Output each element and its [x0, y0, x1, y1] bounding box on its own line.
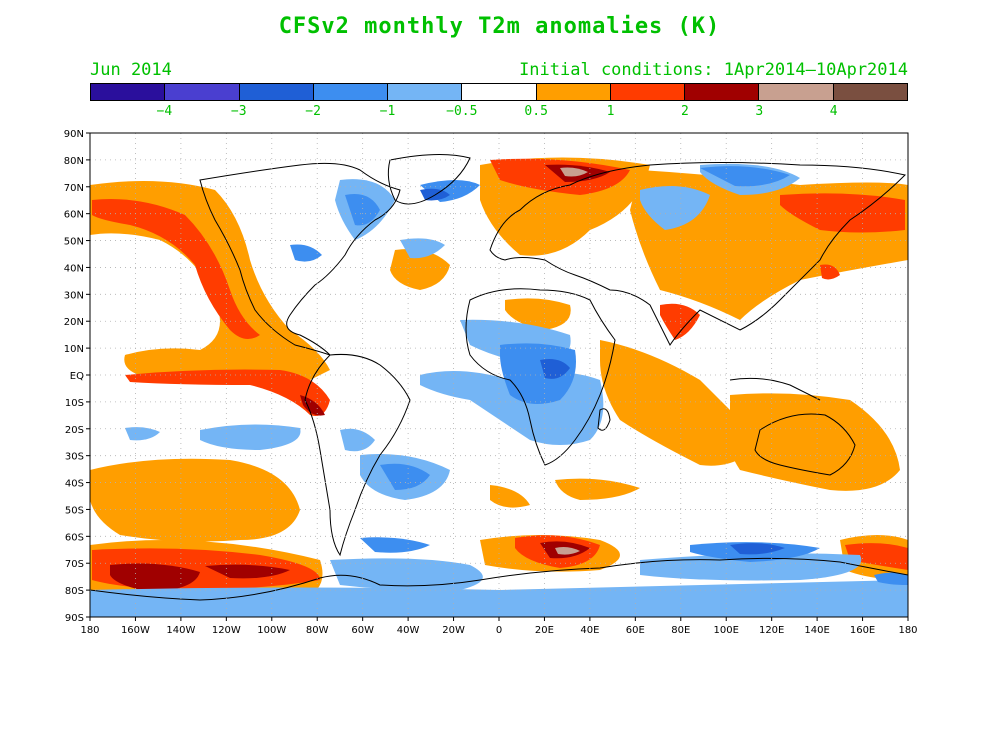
forecast-month: Jun 2014	[90, 60, 172, 80]
lon-label: 80E	[671, 625, 690, 636]
lon-label: 40E	[580, 625, 599, 636]
lon-label: 0	[496, 625, 502, 636]
anomaly-fields	[90, 157, 908, 617]
strong-cool-anomaly-layer	[290, 166, 908, 585]
continent-outlines	[90, 153, 908, 601]
very-strong-warm-anomaly-layer	[110, 164, 610, 592]
indonesia-outline	[729, 377, 821, 401]
colorbar-label: −1	[379, 104, 396, 119]
colorbar-segment	[388, 84, 463, 100]
colorbar-segment	[685, 84, 760, 100]
colorbar-segment	[165, 84, 240, 100]
colorbar-label: −4	[156, 104, 173, 119]
lat-label: 70N	[64, 183, 84, 194]
colorbar	[90, 83, 908, 101]
colorbar-label: 4	[829, 104, 838, 119]
lon-label: 120W	[212, 625, 241, 636]
colorbar-segment	[313, 84, 389, 100]
lat-label: 70S	[65, 559, 84, 570]
colorbar-segment	[759, 84, 834, 100]
lon-label: 20E	[535, 625, 554, 636]
colorbar-segment	[462, 84, 537, 100]
lat-label: 80N	[64, 156, 84, 167]
lon-label: 100W	[257, 625, 286, 636]
extreme-warm-anomaly-layer	[555, 167, 588, 555]
lat-label: 10N	[64, 344, 84, 355]
europe-asia-outline	[489, 162, 906, 346]
lat-label: 90S	[65, 613, 84, 624]
lat-label: 80S	[65, 586, 84, 597]
lat-label: 60N	[64, 210, 84, 221]
lon-label: 40W	[397, 625, 420, 636]
lon-label: 60E	[626, 625, 645, 636]
very-strong-cool-anomaly-layer	[420, 188, 785, 555]
madagascar-outline	[597, 408, 611, 431]
lat-label: 10S	[65, 398, 84, 409]
latitude-axis: 90N 80N 70N 60N 50N 40N 30N 20N 10N EQ 10S 20S 30S 40…	[64, 129, 90, 624]
lat-label: 30S	[65, 452, 84, 463]
colorbar-label: −0.5	[446, 104, 478, 119]
colorbar-segment	[91, 84, 166, 100]
lon-label: 160W	[121, 625, 150, 636]
lon-label: 160E	[850, 625, 875, 636]
lat-label: 90N	[64, 129, 84, 140]
colorbar-segment	[536, 84, 611, 100]
greenland-outline	[387, 153, 471, 205]
lon-label: 120E	[759, 625, 784, 636]
colorbar-label: 3	[755, 104, 764, 119]
colorbar-label: 1	[606, 104, 615, 119]
lat-label: 40S	[65, 479, 84, 490]
longitude-axis: 180 160W 140W 120W 100W 80W 60W 40W 20W 0 20E 40E 60…	[80, 617, 918, 636]
lon-label: 100E	[714, 625, 739, 636]
lat-label: 20N	[64, 317, 84, 328]
colorbar-label: −3	[230, 104, 247, 119]
lon-label: 180	[898, 625, 917, 636]
lon-label: 180	[80, 625, 99, 636]
colorbar-segment	[239, 84, 314, 100]
map-title: CFSv2 monthly T2m anomalies (K)	[278, 14, 721, 39]
lat-label: 50N	[64, 237, 84, 248]
lat-label: 20S	[65, 425, 84, 436]
graticule	[90, 133, 908, 617]
lon-label: 80W	[306, 625, 329, 636]
lat-label: 60S	[65, 532, 84, 543]
lon-label: 140E	[804, 625, 829, 636]
initial-conditions: Initial conditions: 1Apr2014–10Apr2014	[519, 60, 908, 80]
australia-outline	[754, 413, 856, 476]
lon-label: 20W	[442, 625, 465, 636]
colorbar-label: 2	[680, 104, 689, 119]
lon-label: 60W	[351, 625, 374, 636]
lat-label: EQ	[70, 371, 84, 382]
africa-outline	[465, 288, 616, 466]
lon-label: 140W	[166, 625, 195, 636]
lat-label: 40N	[64, 263, 84, 274]
lat-label: 50S	[65, 505, 84, 516]
colorbar-segment	[610, 84, 686, 100]
lat-label: 30N	[64, 290, 84, 301]
colorbar-label: −2	[305, 104, 321, 119]
colorbar-label: 0.5	[524, 104, 548, 119]
south-america-outline	[304, 354, 411, 557]
north-america-outline	[199, 162, 401, 356]
colorbar-segment	[833, 84, 907, 100]
